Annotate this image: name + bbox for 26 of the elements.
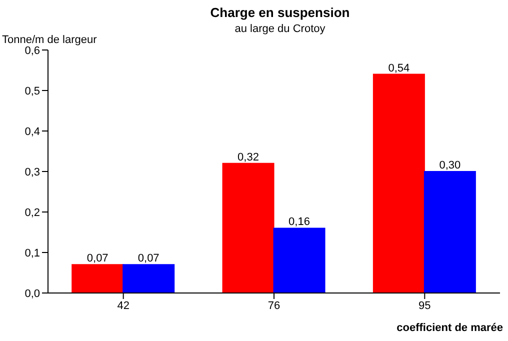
data-label: 0,30	[439, 160, 461, 172]
data-label: 0,07	[86, 252, 108, 265]
bar	[222, 162, 274, 293]
chart-subtitle: au large du Crotoy	[234, 23, 326, 35]
y-tick-label: 0,2	[24, 206, 40, 219]
y-tick-label: 0,0	[24, 288, 40, 300]
x-tick-label: 76	[268, 300, 280, 312]
bar	[372, 74, 425, 293]
chart-title: Charge en suspension	[210, 5, 350, 20]
data-label: 0,32	[238, 151, 259, 164]
bar	[72, 264, 124, 293]
data-label: 0,54	[388, 62, 410, 74]
bar	[424, 171, 476, 293]
y-tick-label: 0,3	[24, 166, 40, 178]
x-tick-label: 95	[418, 300, 431, 312]
data-label: 0,16	[288, 216, 310, 228]
x-tick-label: 42	[117, 300, 130, 312]
y-tick-label: 0,1	[24, 247, 40, 260]
x-axis-title: coefficient de marée	[396, 322, 503, 334]
y-tick-label: 0,4	[24, 126, 40, 138]
y-axis-title: Tonne/m de largeur	[2, 34, 98, 46]
bar	[122, 264, 175, 293]
bar	[273, 228, 326, 293]
y-tick-label: 0,5	[24, 85, 40, 98]
data-label: 0,07	[138, 252, 160, 265]
y-tick-label: 0,6	[24, 44, 40, 57]
